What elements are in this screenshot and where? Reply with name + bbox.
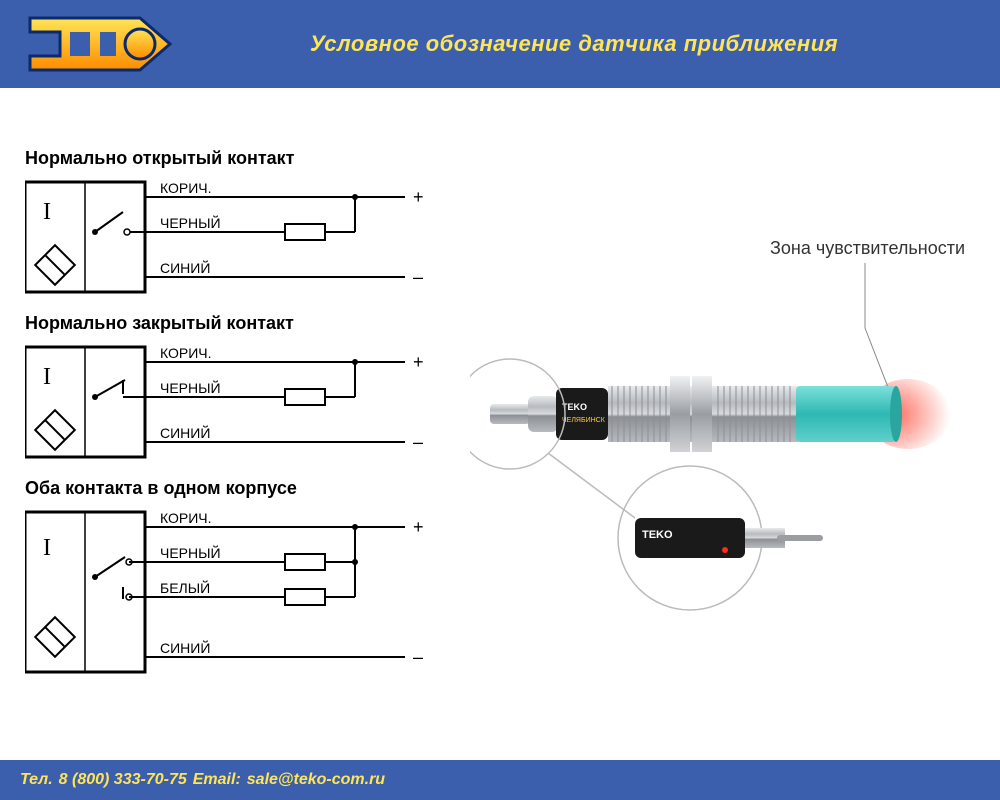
sensor-illustration: Зона чувствительности [470, 218, 990, 618]
wire-label: КОРИЧ. [160, 180, 212, 196]
wire-label: КОРИЧ. [160, 345, 212, 361]
wire-label: ЧЕРНЫЙ [160, 379, 221, 396]
schematic-both-title: Оба контакта в одном корпусе [25, 478, 425, 499]
footer-bar: Тел. 8 (800) 333-70-75 Email: sale@teko-… [0, 760, 1000, 800]
footer-email: sale@teko-com.ru [247, 771, 385, 789]
wire-label: ЧЕРНЫЙ [160, 544, 221, 561]
polarity-plus: + [413, 187, 424, 207]
polarity-plus: + [413, 517, 424, 537]
schematic-nc-title: Нормально закрытый контакт [25, 313, 425, 334]
svg-text:I: I [43, 199, 51, 225]
company-logo [20, 8, 180, 85]
wire-label: БЕЛЫЙ [160, 579, 210, 596]
footer-tel-label: Тел. [20, 771, 53, 789]
polarity-minus: – [413, 267, 423, 287]
schematic-no-title: Нормально открытый контакт [25, 148, 425, 169]
wire-label: СИНИЙ [160, 639, 210, 656]
content-area: Нормально открытый контакт I КОРИЧ. [0, 88, 1000, 760]
wire-label: СИНИЙ [160, 424, 210, 441]
svg-text:TEKO: TEKO [642, 529, 673, 541]
sensitivity-zone-label: Зона чувствительности [770, 238, 965, 259]
svg-text:I: I [43, 535, 51, 561]
schematic-no: Нормально открытый контакт I КОРИЧ. [25, 148, 425, 302]
header-bar: Условное обозначение датчика приближения [0, 0, 1000, 88]
schematic-both: Оба контакта в одном корпусе I [25, 478, 425, 682]
wire-label: ЧЕРНЫЙ [160, 214, 221, 231]
svg-text:ЧЕЛЯБИНСК: ЧЕЛЯБИНСК [562, 417, 606, 424]
footer-tel: 8 (800) 333-70-75 [59, 771, 187, 789]
svg-text:TEKO: TEKO [562, 402, 587, 412]
wire-label: СИНИЙ [160, 259, 210, 276]
footer-email-label: Email: [193, 771, 241, 789]
polarity-minus: – [413, 647, 423, 667]
svg-text:I: I [43, 364, 51, 390]
page-title: Условное обозначение датчика приближения [310, 31, 838, 57]
schematic-nc: Нормально закрытый контакт I КОРИЧ. ЧЕРН [25, 313, 425, 467]
polarity-minus: – [413, 432, 423, 452]
polarity-plus: + [413, 352, 424, 372]
wire-label: КОРИЧ. [160, 510, 212, 526]
